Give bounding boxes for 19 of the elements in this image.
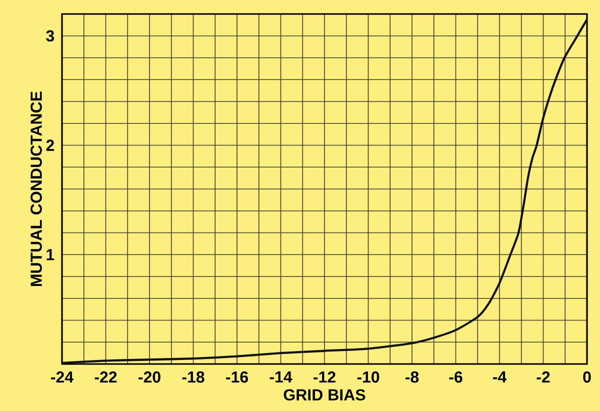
y-axis-title: MUTUAL CONDUCTANCE bbox=[30, 92, 42, 286]
x-tick-label: -4 bbox=[493, 371, 507, 382]
x-tick-label: -16 bbox=[226, 371, 248, 383]
x-tick-label: -22 bbox=[94, 371, 117, 383]
x-tick-label: -8 bbox=[406, 371, 419, 383]
y-tick-label: 2 bbox=[46, 140, 54, 151]
x-tick-label: -20 bbox=[138, 371, 160, 383]
x-tick-label: -2 bbox=[536, 371, 550, 383]
x-tick-label: -10 bbox=[357, 371, 380, 383]
x-axis-title: GRID BIAS bbox=[284, 389, 366, 401]
line-series bbox=[62, 18, 588, 364]
x-tick-label: -18 bbox=[182, 371, 204, 383]
y-tick-label: 3 bbox=[46, 30, 54, 42]
y-tick-label: 1 bbox=[46, 249, 54, 260]
x-tick-label: -6 bbox=[449, 371, 462, 383]
x-tick-label: -14 bbox=[270, 371, 292, 382]
x-tick-label: -24 bbox=[51, 371, 74, 383]
x-tick-label: 0 bbox=[583, 371, 591, 383]
x-tick-label: -12 bbox=[314, 371, 336, 383]
